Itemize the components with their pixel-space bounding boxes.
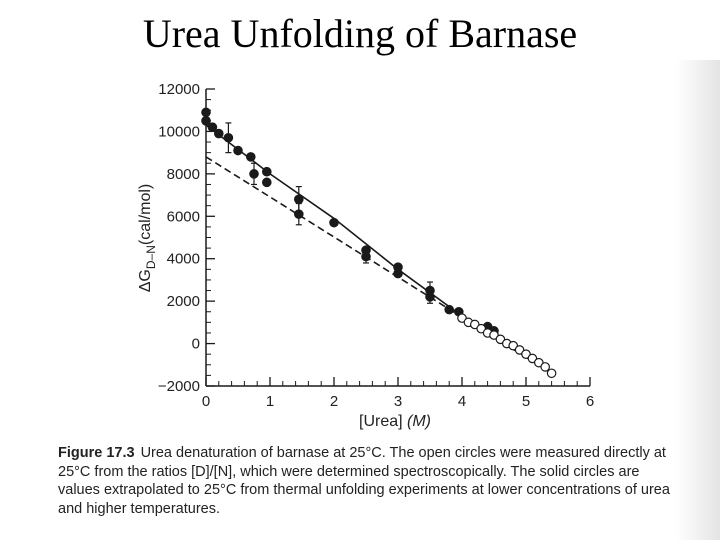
open-circle-point xyxy=(540,362,550,372)
open-circle-point xyxy=(546,368,557,379)
x-tick-label: 6 xyxy=(586,393,594,410)
x-axis-label-unit: (M) xyxy=(407,413,431,430)
y-tick-label: 0 xyxy=(192,336,200,353)
x-tick-label: 1 xyxy=(266,393,274,410)
x-tick-label: 3 xyxy=(394,393,402,410)
filled-circle-point xyxy=(444,304,454,315)
filled-circle-point xyxy=(233,145,243,156)
filled-circle-point xyxy=(201,116,211,126)
y-tick-label: 2000 xyxy=(167,293,200,310)
filled-circle-point xyxy=(246,152,256,162)
filled-circle-point xyxy=(293,209,304,219)
y-axis-label-unit: (cal/mol) xyxy=(137,184,154,245)
y-tick-label: 4000 xyxy=(167,251,200,268)
x-tick-label: 2 xyxy=(330,393,338,410)
filled-circle-point xyxy=(261,177,272,188)
fit-line-dashed xyxy=(205,156,553,374)
y-tick-label: 8000 xyxy=(167,166,200,183)
filled-circle-point xyxy=(425,292,435,302)
x-tick-label: 4 xyxy=(458,393,466,410)
y-axis-title: ΔGD–N(cal/mol) xyxy=(137,184,158,293)
y-axis-label-sub: D–N xyxy=(144,245,158,269)
x-tick-label: 0 xyxy=(202,393,210,410)
x-tick-label: 5 xyxy=(522,393,530,410)
filled-circle-point xyxy=(361,251,371,262)
y-tick-label: −2000 xyxy=(158,378,200,395)
filled-circle-point xyxy=(201,107,211,118)
filled-circle-point xyxy=(223,132,234,143)
filled-circle-point xyxy=(293,194,304,205)
filled-circle-point xyxy=(261,166,272,177)
y-axis-label-delta: ΔG xyxy=(137,269,154,292)
filled-circle-point xyxy=(249,169,259,179)
filled-circle-point xyxy=(329,217,339,228)
figure-caption: Figure 17.3 Urea denaturation of barnase … xyxy=(58,444,670,518)
y-tick-label: 12000 xyxy=(158,81,200,98)
slide-title: Urea Unfolding of Barnase xyxy=(142,11,578,56)
data-points xyxy=(201,107,557,379)
y-tick-label: 10000 xyxy=(158,123,200,140)
filled-circle-point xyxy=(207,122,218,132)
x-axis-label-main: [Urea] xyxy=(359,413,407,430)
y-tick-label: 6000 xyxy=(167,208,200,225)
caption-text: Urea denaturation of barnase at 25°C. Th… xyxy=(58,445,670,517)
page-edge-shadow xyxy=(676,60,720,540)
figure-label: Figure 17.3 xyxy=(58,445,135,461)
filled-circle-point xyxy=(393,268,403,279)
filled-circle-point xyxy=(214,128,224,139)
x-axis-title: [Urea] (M) xyxy=(359,413,431,430)
